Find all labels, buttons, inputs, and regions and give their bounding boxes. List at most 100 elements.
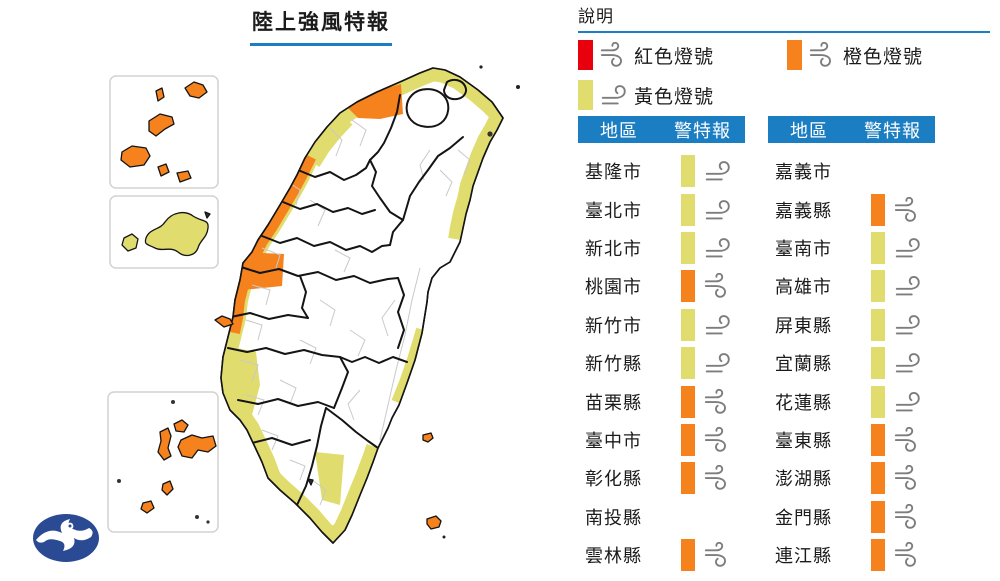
- signal-swatch: [681, 155, 695, 188]
- signal-swatch: [871, 539, 885, 572]
- signal-swatch: [871, 193, 885, 226]
- table-body: 基隆市 臺北市 新北市 桃園市 新竹市: [578, 143, 745, 574]
- signal-swatch: [871, 385, 885, 418]
- orange-warning-taoyuan: [348, 84, 403, 119]
- signal-swatch: [681, 423, 695, 456]
- signal-swatch: [871, 347, 885, 380]
- legend-items: 紅色燈號 橙色燈號 黃色燈號: [578, 33, 990, 110]
- signal-swatch: [871, 423, 885, 456]
- region-label: 花蓮縣: [775, 392, 832, 413]
- wind-icon-slot: [703, 540, 733, 570]
- region-label: 臺東縣: [775, 430, 832, 451]
- region-label: 嘉義縣: [775, 200, 832, 221]
- page-title: 陸上強風特報: [250, 6, 392, 46]
- table-row: 金門縣: [768, 498, 935, 536]
- wind-icon-slot: [893, 271, 923, 301]
- county-borders: [227, 78, 467, 506]
- legend-item: 黃色燈號: [578, 77, 714, 113]
- signal-swatch: [681, 539, 695, 572]
- guishan-island: [487, 131, 493, 137]
- legend-label: 黃色燈號: [634, 86, 715, 108]
- wind-icon-slot: [893, 540, 923, 570]
- warning-table-left: 地區 警特報 基隆市 臺北市 新北市 桃園市 新竹市: [578, 116, 745, 574]
- table-row: 新竹市: [578, 306, 745, 344]
- header-warning: 警特報: [864, 120, 921, 141]
- wind-icon-slot: [893, 425, 923, 455]
- table-row: 桃園市: [578, 267, 745, 305]
- table-row: 新北市: [578, 229, 745, 267]
- table-row: 花蓮縣: [768, 382, 935, 420]
- light-wind-icon: [705, 199, 730, 219]
- header-region: 地區: [790, 120, 828, 141]
- wind-icon-slot: [703, 463, 733, 493]
- offshore-islands: [214, 65, 520, 539]
- legend-label: 橙色燈號: [843, 46, 924, 68]
- region-label: 新北市: [585, 238, 642, 259]
- table-row: 連江縣: [768, 536, 935, 574]
- region-label: 澎湖縣: [775, 469, 832, 490]
- signal-swatch: [871, 270, 885, 303]
- table-header: 地區 警特報: [578, 116, 745, 143]
- wind-icon-slot: [893, 195, 923, 225]
- wind-icon-slot: [703, 271, 733, 301]
- signal-swatch: [871, 462, 885, 495]
- region-label: 臺北市: [585, 200, 642, 221]
- table-row: 屏東縣: [768, 306, 935, 344]
- wind-icon-slot: [893, 387, 923, 417]
- signal-swatch: [578, 80, 593, 110]
- signal-swatch: [681, 270, 695, 303]
- wind-icon-slot: [893, 348, 923, 378]
- table-row: 南投縣: [578, 498, 745, 536]
- region-label: 基隆市: [585, 162, 642, 183]
- signal-swatch: [681, 308, 695, 341]
- signal-swatch: [787, 40, 802, 70]
- light-wind-icon: [895, 314, 920, 335]
- wind-icon-slot: [703, 348, 733, 378]
- signal-swatch: [681, 347, 695, 380]
- signal-swatch: [871, 308, 885, 341]
- wind-icon-slot: [893, 156, 923, 186]
- light-wind-icon: [895, 276, 920, 296]
- signal-swatch: [681, 193, 695, 226]
- region-label: 臺南市: [775, 238, 832, 259]
- legend-divider: [578, 31, 990, 33]
- orchid-island: [426, 515, 442, 530]
- table-row: 臺中市: [578, 421, 745, 459]
- light-wind-icon: [705, 353, 730, 373]
- wind-icon-slot: [703, 233, 733, 263]
- table-row: 高雄市: [768, 267, 935, 305]
- region-label: 嘉義市: [775, 162, 832, 183]
- table-header: 地區 警特報: [768, 116, 935, 143]
- table-row: 彰化縣: [578, 459, 745, 497]
- wind-icon-slot: [807, 40, 839, 70]
- waisanding-spit: [214, 315, 234, 328]
- strong-wind-icon: [894, 465, 916, 491]
- signal-swatch: [681, 462, 695, 495]
- table-row: 澎湖縣: [768, 459, 935, 497]
- signal-swatch: [871, 231, 885, 264]
- region-label: 彰化縣: [585, 469, 642, 490]
- table-row: 臺南市: [768, 229, 935, 267]
- light-wind-icon: [895, 238, 920, 258]
- strong-wind-icon: [894, 541, 916, 567]
- light-wind-icon: [895, 391, 920, 411]
- signal-swatch: [681, 231, 695, 264]
- wind-icon-slot: [598, 40, 630, 70]
- table-row: 雲林縣: [578, 536, 745, 574]
- inset-matsu: [109, 75, 219, 189]
- light-wind-icon: [601, 85, 626, 105]
- strong-wind-icon: [894, 426, 916, 452]
- table-row: 嘉義市: [768, 152, 935, 190]
- table-row: 臺北市: [578, 190, 745, 228]
- green-island: [422, 432, 434, 443]
- wind-icon-slot: [703, 387, 733, 417]
- wind-icon-slot: [598, 80, 630, 110]
- region-label: 連江縣: [775, 546, 832, 567]
- region-label: 新竹市: [585, 315, 642, 336]
- legend-label: 紅色燈號: [634, 46, 715, 68]
- strong-wind-icon: [704, 273, 726, 299]
- wind-icon-slot: [703, 425, 733, 455]
- warning-table-right: 地區 警特報 嘉義市 嘉義縣 臺南市 高雄市 屏東縣: [768, 116, 935, 574]
- wind-icon-slot: [703, 156, 733, 186]
- taiwan-warning-map: [33, 65, 520, 562]
